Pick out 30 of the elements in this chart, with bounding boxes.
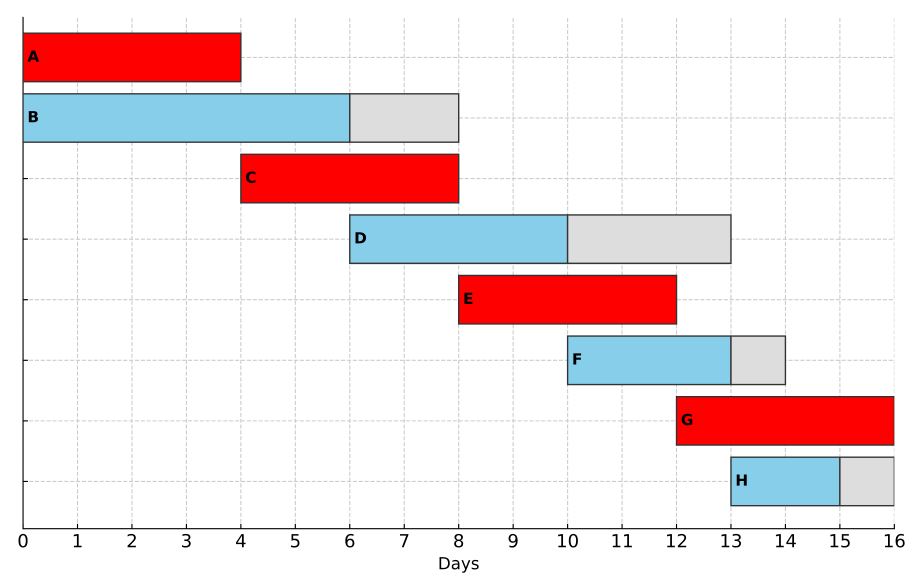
- bar: [458, 274, 678, 325]
- bar: [23, 32, 242, 82]
- x-tick-label: 9: [508, 534, 518, 548]
- annotation: A: [27, 50, 40, 62]
- bar: [676, 396, 894, 446]
- x-tick-label: 15: [830, 534, 850, 548]
- annotation: E: [464, 292, 472, 304]
- x-tick-label: 0: [18, 534, 28, 548]
- annotation: G: [682, 414, 692, 426]
- annotation: H: [736, 474, 747, 486]
- x-tick-label: 2: [128, 534, 136, 548]
- annotation: F: [573, 353, 582, 365]
- annotation: C: [246, 171, 256, 183]
- bar: [240, 154, 460, 204]
- x-tick-label: 7: [400, 534, 408, 548]
- annotation: B: [28, 111, 38, 122]
- x-tick-label: 1: [74, 534, 82, 548]
- x-tick-label: 10: [558, 534, 578, 548]
- x-tick-label: 6: [345, 534, 354, 548]
- x-tick-label: 8: [454, 534, 464, 548]
- x-tick-label: 4: [236, 534, 246, 548]
- x-tick-label: 12: [667, 534, 686, 548]
- x-tick-label: 3: [182, 534, 191, 548]
- x-tick-label: 11: [612, 534, 632, 548]
- annotation: D: [356, 232, 366, 244]
- x-tick-label: 14: [776, 534, 796, 548]
- x-tick-label: 5: [290, 534, 300, 548]
- x-axis-title: Days: [440, 557, 479, 573]
- x-tick-label: 16: [884, 534, 905, 548]
- x-tick-label: 13: [721, 534, 742, 548]
